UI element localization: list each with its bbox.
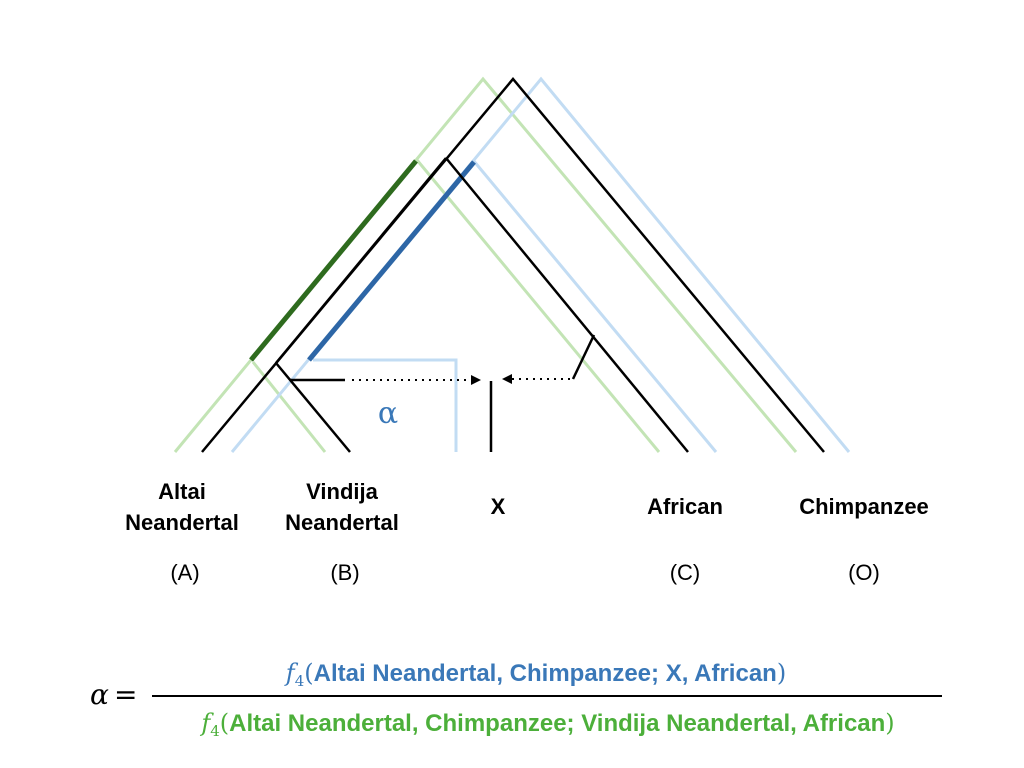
tag-chimpanzee: (O)	[848, 560, 880, 585]
blue-path-african	[471, 159, 718, 453]
branch-african	[445, 157, 689, 453]
denominator-sub: 4	[210, 722, 220, 740]
label-vindija-line2: Neandertal	[285, 510, 399, 535]
green-path-african	[415, 159, 661, 453]
alpha-mark: α	[378, 396, 398, 431]
label-vindija-line1: Vindija	[306, 479, 378, 504]
branch-vindija	[275, 362, 351, 453]
label-african: African	[647, 494, 723, 519]
green-path-outer	[173, 76, 798, 453]
green-highlight-branch	[249, 159, 418, 362]
branch-african-side	[571, 334, 596, 380]
blue-f4-path	[230, 76, 851, 453]
leaf-labels: Altai Neandertal (A) Vindija Neandertal …	[125, 479, 929, 585]
admixture-arrows	[352, 374, 570, 385]
denominator: f4(Altai Neandertal, Chimpanzee; Vindija…	[199, 709, 894, 740]
denominator-open: (	[220, 709, 229, 737]
numerator-sub: 4	[295, 672, 305, 690]
denominator-close: )	[885, 709, 894, 737]
label-chimpanzee: Chimpanzee	[799, 494, 929, 519]
green-f4-path	[173, 76, 798, 453]
blue-path-outer	[230, 76, 851, 453]
arrowhead-right	[471, 375, 481, 385]
numerator-open: (	[304, 659, 313, 687]
label-altai-line1: Altai	[158, 479, 206, 504]
alpha-equation: α = f4(Altai Neandertal, Chimpanzee; X, …	[90, 659, 942, 740]
branch-neandertal-african	[275, 157, 447, 364]
numerator-close: )	[777, 659, 786, 687]
label-altai-line2: Neandertal	[125, 510, 239, 535]
numerator-args: Altai Neandertal, Chimpanzee; X, African	[314, 660, 777, 687]
species-tree	[201, 77, 825, 453]
blue-highlight-branch	[307, 160, 476, 362]
equation-equals: =	[114, 678, 137, 711]
denominator-args: Altai Neandertal, Chimpanzee; Vindija Ne…	[229, 710, 885, 737]
tag-african: (C)	[670, 560, 701, 585]
numerator: f4(Altai Neandertal, Chimpanzee; X, Afri…	[284, 659, 786, 690]
label-x: X	[491, 494, 506, 519]
tag-vindija: (B)	[330, 560, 359, 585]
tree-outer	[201, 77, 825, 453]
blue-path-x	[313, 358, 458, 452]
equation-lhs: α	[90, 678, 109, 711]
tag-altai: (A)	[170, 560, 199, 585]
arrowhead-left	[502, 374, 512, 384]
